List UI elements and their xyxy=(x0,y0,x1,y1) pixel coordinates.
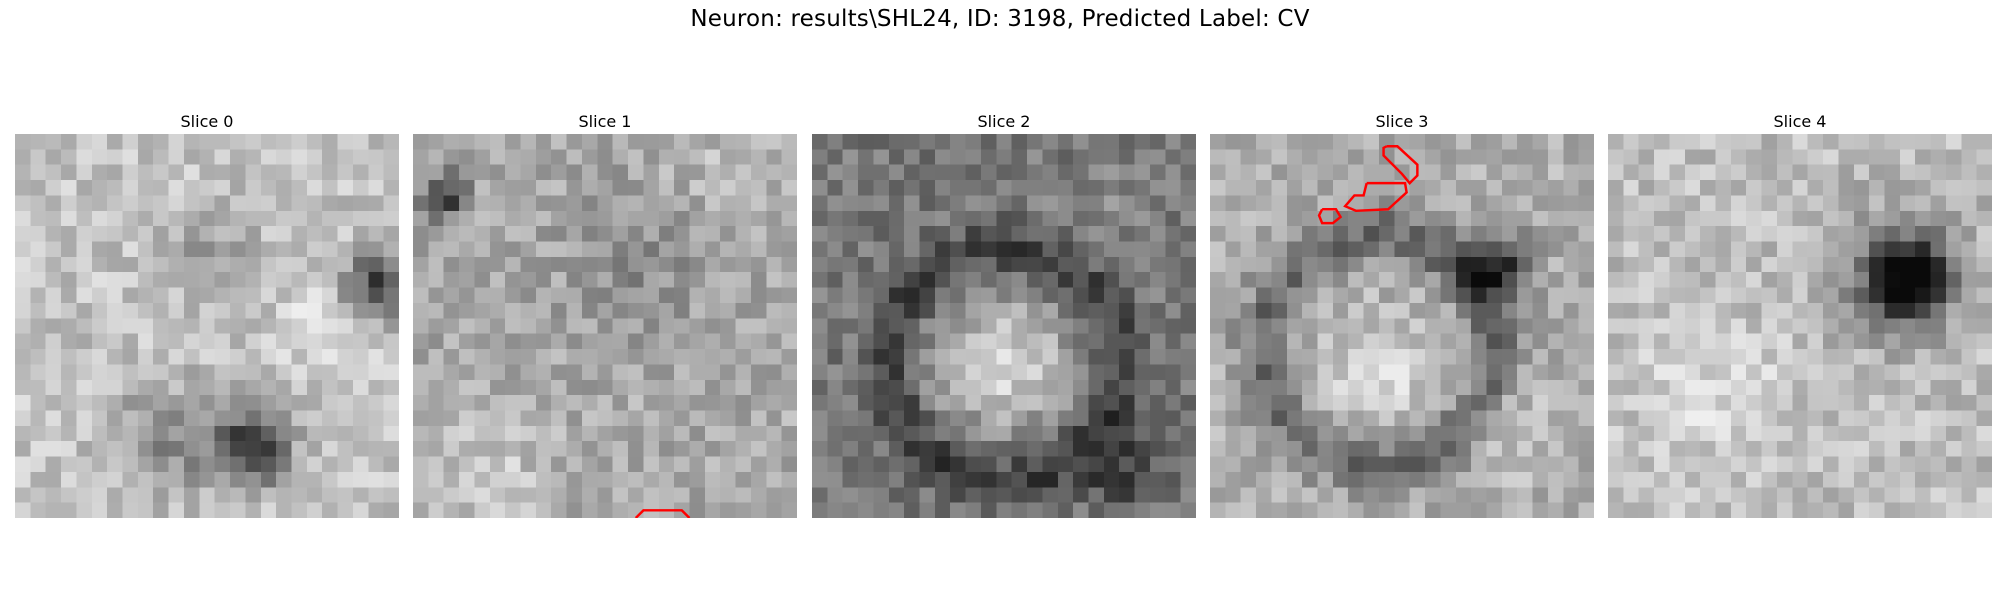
slice-title: Slice 4 xyxy=(1608,110,1992,134)
slice-image xyxy=(15,134,399,518)
slice-title: Slice 3 xyxy=(1210,110,1594,134)
slice-panel-1: Slice 1 xyxy=(413,110,797,518)
slice-image xyxy=(413,134,797,518)
figure-title: Neuron: results\SHL24, ID: 3198, Predict… xyxy=(0,6,2000,32)
slice-title: Slice 0 xyxy=(15,110,399,134)
slice-title: Slice 2 xyxy=(812,110,1196,134)
slice-title: Slice 1 xyxy=(413,110,797,134)
slice-panel-3: Slice 3 xyxy=(1210,110,1594,518)
slice-image xyxy=(812,134,1196,518)
slice-panel-4: Slice 4 xyxy=(1608,110,1992,518)
slice-panel-0: Slice 0 xyxy=(15,110,399,518)
slice-image xyxy=(1210,134,1594,518)
slice-panel-2: Slice 2 xyxy=(812,110,1196,518)
slice-image xyxy=(1608,134,1992,518)
